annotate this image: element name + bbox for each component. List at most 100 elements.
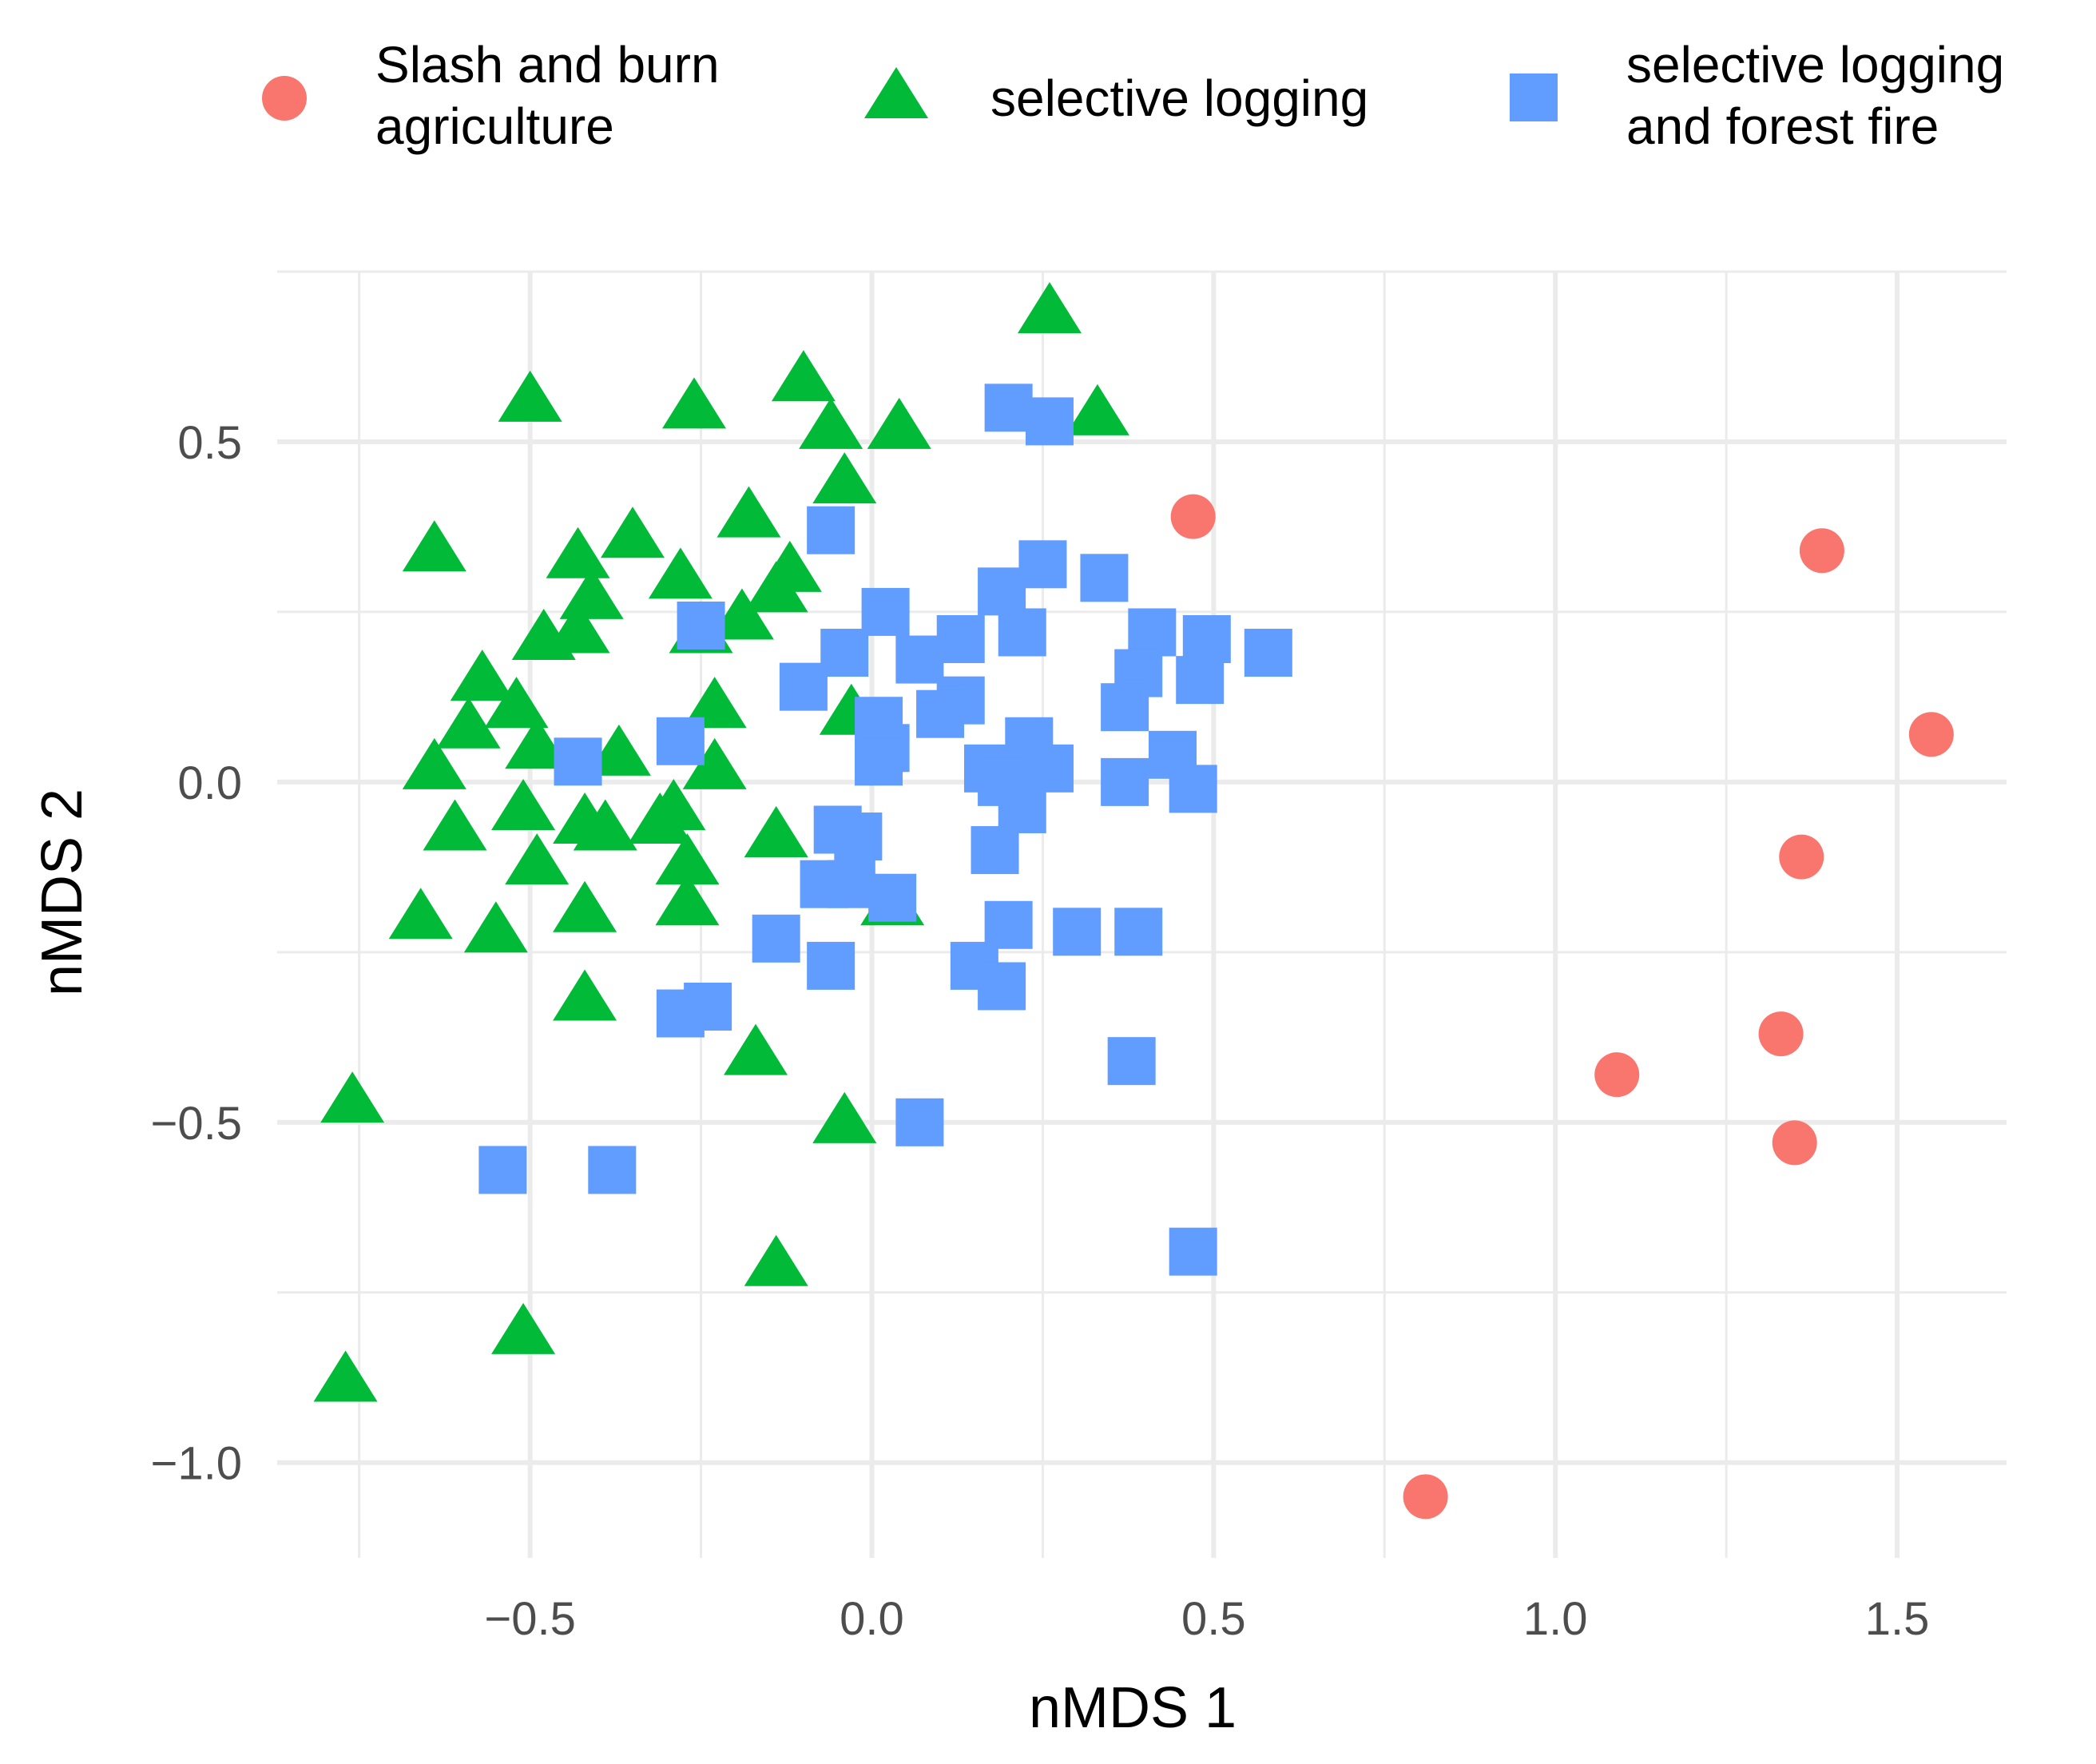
data-point [1080, 554, 1129, 602]
data-point [656, 989, 705, 1038]
data-point [586, 724, 651, 776]
data-point [498, 370, 562, 422]
data-point [1594, 1052, 1640, 1098]
data-point [1772, 1120, 1817, 1166]
data-point [868, 873, 917, 922]
legend-label-line: selective logging [990, 70, 1368, 127]
data-point [402, 520, 466, 572]
data-point [998, 608, 1046, 657]
x-tick-label: 1.0 [1523, 1593, 1588, 1645]
data-point [724, 1023, 788, 1075]
data-point [1169, 1227, 1217, 1276]
data-point [511, 609, 576, 660]
data-point [388, 888, 453, 940]
data-point [436, 697, 501, 749]
data-point [1908, 712, 1954, 757]
legend-label-slash-and-burn: Slash and burn agriculture [375, 36, 733, 155]
data-point [463, 901, 528, 953]
data-point [978, 567, 1026, 616]
x-axis-title: nMDS 1 [1029, 1676, 1237, 1740]
data-point [1758, 1011, 1804, 1057]
legend-label-line: and forest fire [1626, 97, 1939, 155]
data-point [834, 812, 883, 861]
data-point [320, 1071, 385, 1123]
legend-label-logging-and-fire: selective logging and forest fire [1626, 36, 2019, 155]
data-point [450, 650, 514, 701]
data-point [895, 635, 944, 684]
legend-key-square [1510, 74, 1558, 121]
data-point [661, 377, 726, 429]
data-point [936, 615, 985, 663]
data-point [1114, 908, 1163, 956]
series-slash-and-burn-agriculture [1170, 494, 1954, 1520]
data-point [744, 1234, 808, 1286]
data-point [812, 452, 877, 504]
data-point [682, 737, 747, 789]
data-point [505, 833, 570, 885]
data-point [744, 806, 808, 858]
data-point [682, 677, 747, 729]
data-point [978, 962, 1026, 1011]
data-point [1107, 1037, 1156, 1086]
x-tick-label: 0.5 [1181, 1593, 1246, 1645]
legend-key-triangle [864, 67, 928, 118]
data-point [1170, 494, 1216, 539]
data-point [1065, 383, 1129, 435]
data-point [1053, 908, 1102, 956]
data-point [1244, 629, 1292, 677]
data-point [895, 1098, 944, 1146]
data-point [1101, 683, 1149, 732]
data-points [313, 282, 1954, 1520]
data-point [588, 1146, 637, 1194]
data-point [1176, 656, 1225, 705]
x-axis-ticks: −0.5 0.0 0.5 1.0 1.5 [484, 1593, 1929, 1645]
data-point [505, 717, 570, 769]
legend-label-line: selective logging [1626, 36, 2004, 93]
y-tick-label: 0.0 [177, 757, 242, 809]
data-point [1025, 397, 1074, 446]
data-point [820, 629, 869, 677]
data-point [553, 880, 617, 932]
data-point [1018, 540, 1067, 589]
data-point [491, 778, 556, 830]
data-point [1182, 615, 1231, 663]
data-point [677, 601, 725, 650]
y-tick-label: −0.5 [151, 1098, 243, 1150]
data-point [1017, 282, 1082, 334]
data-point [984, 900, 1033, 949]
data-point [1025, 744, 1074, 793]
data-point [1779, 834, 1824, 880]
data-point [807, 941, 855, 990]
y-axis-title: nMDS 2 [30, 789, 94, 996]
x-tick-label: 0.0 [840, 1593, 904, 1645]
data-point [491, 1302, 556, 1354]
data-point [1128, 608, 1177, 657]
data-point [655, 833, 720, 885]
data-point [600, 507, 665, 558]
data-point [799, 397, 863, 449]
data-point [812, 1091, 877, 1143]
data-point [855, 737, 903, 786]
data-point [752, 914, 800, 963]
data-point [648, 547, 713, 599]
data-point [744, 561, 808, 613]
legend-item-slash-and-burn: Slash and burn agriculture [262, 36, 733, 155]
data-point [916, 689, 965, 738]
data-point [984, 383, 1033, 432]
data-point [573, 799, 637, 851]
data-point [553, 969, 617, 1021]
legend-item-logging-and-fire: selective logging and forest fire [1510, 36, 2019, 155]
data-point [484, 677, 549, 729]
data-point [1169, 765, 1217, 813]
data-point [656, 717, 705, 765]
legend-label-line: Slash and burn [375, 36, 720, 93]
data-point [546, 526, 610, 578]
data-point [861, 587, 910, 636]
data-point [709, 588, 774, 640]
x-tick-label: −0.5 [484, 1593, 576, 1645]
legend: Slash and burn agriculture selective log… [262, 36, 2019, 155]
data-point [1101, 757, 1149, 806]
y-axis-ticks: −1.0 −0.5 0.0 0.5 [151, 417, 243, 1490]
